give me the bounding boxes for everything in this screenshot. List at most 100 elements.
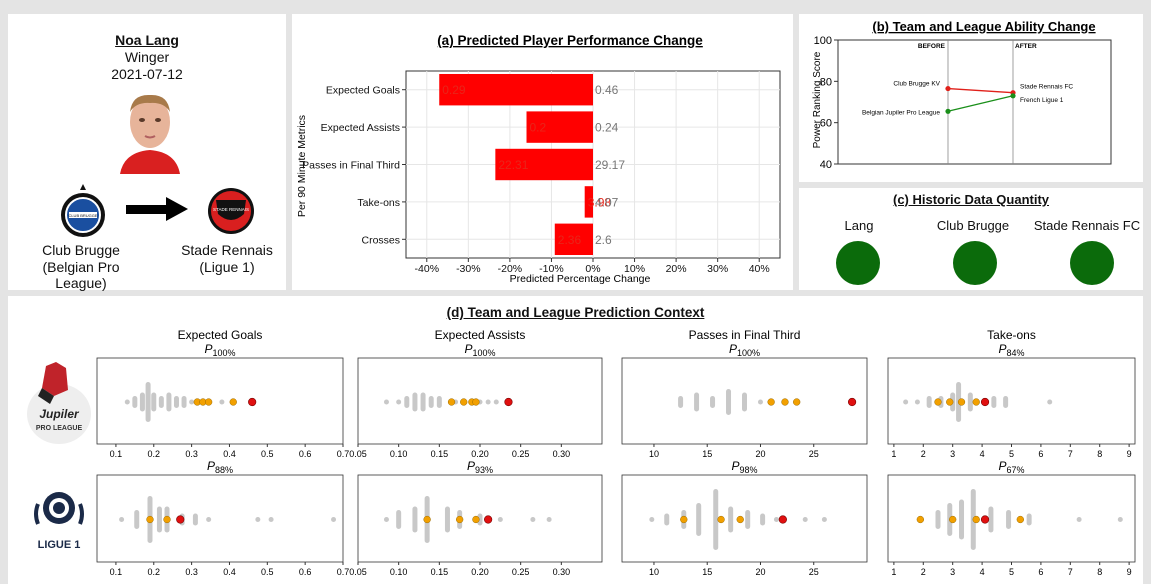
x-tick-label: 0.7 — [337, 449, 350, 459]
subplot-frame — [887, 474, 1136, 563]
percentile-label: P100% — [464, 342, 495, 358]
league-player-dots — [145, 382, 151, 422]
league-player-dots — [1047, 399, 1053, 405]
league-player-dots — [383, 399, 389, 405]
bar — [495, 148, 593, 181]
league-player-dots — [757, 399, 763, 405]
league-player-dots — [189, 399, 195, 405]
x-tick-label: 30% — [707, 263, 728, 275]
team-player-dot — [204, 398, 213, 406]
panel-d-title: (d) Team and League Prediction Context — [446, 305, 705, 320]
ability-change-chart: (b) Team and League Ability Change Power… — [812, 19, 1112, 171]
x-tick-label: 0.10 — [390, 567, 408, 577]
player-position: Winger — [124, 49, 170, 65]
league-player-dots — [206, 517, 212, 522]
series-line — [947, 87, 1014, 94]
y-tick-label: 100 — [814, 35, 832, 47]
y-tick-label: Expected Assists — [321, 122, 400, 134]
y-tick-label: Expected Goals — [326, 85, 400, 97]
team-player-dot — [1016, 515, 1024, 524]
prediction-context-chart: Expected Goals Expected Assists Passes in … — [96, 328, 1136, 577]
target-player-dot — [176, 515, 185, 524]
ligue-1-logo-text: LIGUE 1 — [38, 539, 81, 551]
series-line — [947, 95, 1014, 112]
league-player-dots — [255, 517, 261, 522]
y-tick-label: 40 — [820, 159, 832, 171]
data-quantity-indicator-player — [836, 241, 880, 285]
subplot-frame — [621, 474, 868, 563]
x-tick-label: 10% — [624, 263, 645, 275]
target-player-dot — [980, 515, 990, 524]
league-player-dots — [428, 396, 434, 408]
historic-data-panel: (c) Historic Data Quantity Lang Club Bru… — [799, 188, 1143, 290]
x-tick-label: -20% — [498, 263, 523, 275]
subplot-frame — [887, 357, 1136, 445]
series-start-label: Belgian Jupiler Pro League — [862, 109, 940, 116]
x-tick-label: 7 — [1068, 567, 1073, 577]
league-player-dots — [959, 499, 965, 540]
x-tick-label: 6 — [1038, 449, 1043, 459]
x-tick-label: 5 — [1009, 567, 1014, 577]
from-club-label: Club Brugge — [42, 242, 120, 258]
team-player-dot — [423, 515, 431, 524]
league-player-dots — [444, 506, 450, 533]
target-player-dot — [504, 397, 513, 407]
bar — [584, 186, 593, 218]
player-photo — [120, 90, 180, 174]
league-player-dots — [726, 389, 732, 415]
data-quantity-indicator-new-club — [1070, 241, 1114, 285]
x-tick-label: 8 — [1097, 449, 1102, 459]
x-tick-label: 4 — [980, 449, 985, 459]
team-player-dot — [972, 398, 980, 406]
jupiler-logo-text: Jupiler — [39, 407, 80, 421]
bar — [526, 111, 593, 143]
jupiler-logo-subtext: PRO LEAGUE — [36, 425, 83, 432]
x-tick-label: 0.3 — [185, 449, 198, 459]
performance-change-panel: (a) Predicted Player Performance Change … — [292, 14, 793, 290]
team-player-dot — [972, 515, 980, 524]
league-player-dots — [903, 399, 909, 405]
performance-change-chart: (a) Predicted Player Performance Change … — [296, 33, 781, 285]
league-player-dots — [139, 392, 145, 412]
bar — [554, 223, 593, 256]
x-tick-label: 1 — [891, 449, 896, 459]
league-player-dots — [713, 489, 719, 550]
bar-old-value-label: 2.6 — [595, 233, 612, 247]
team-player-dot — [717, 515, 725, 524]
percentile-value: 84% — [1007, 348, 1025, 358]
league-player-dots — [745, 510, 751, 529]
player-name: Noa Lang — [115, 32, 179, 48]
league-player-dots — [156, 506, 162, 533]
x-tick-label: 0.4 — [223, 449, 236, 459]
team-player-dot — [460, 398, 468, 406]
x-tick-label: 20 — [755, 567, 765, 577]
x-tick-label: -40% — [415, 263, 440, 275]
y-tick-label: 60 — [820, 118, 832, 130]
league-player-dots — [396, 510, 402, 529]
team-player-dot — [680, 515, 688, 524]
metric-title: Take-ons — [987, 328, 1036, 342]
percentile-label: P100% — [729, 342, 760, 358]
x-tick-label: 40% — [749, 263, 770, 275]
x-tick-label: 0.2 — [148, 567, 161, 577]
league-player-dots — [926, 396, 932, 408]
team-player-dot — [793, 398, 801, 406]
percentile-label: P88% — [207, 459, 233, 475]
x-tick-label: 25 — [809, 449, 819, 459]
team-player-dot — [949, 515, 957, 524]
league-player-dots — [546, 517, 552, 522]
target-player-dot — [248, 397, 257, 407]
league-player-dots — [728, 506, 734, 533]
league-player-dots — [742, 392, 747, 412]
x-tick-label: 7 — [1068, 449, 1073, 459]
bar — [439, 73, 593, 106]
metric-title: Expected Assists — [435, 328, 526, 342]
percentile-value: 100% — [737, 348, 760, 358]
club-brugge-badge: CLUB BRUGGE — [61, 184, 105, 237]
series-end-label: French Ligue 1 — [1020, 97, 1064, 104]
team-player-dot — [163, 515, 171, 524]
chart-a-title: (a) Predicted Player Performance Change — [437, 33, 703, 48]
x-tick-label: 1 — [891, 567, 896, 577]
team-player-dot — [146, 515, 154, 524]
data-quantity-label-club: Club Brugge — [936, 218, 1010, 233]
